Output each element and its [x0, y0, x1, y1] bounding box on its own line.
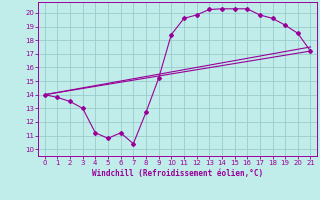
X-axis label: Windchill (Refroidissement éolien,°C): Windchill (Refroidissement éolien,°C)	[92, 169, 263, 178]
